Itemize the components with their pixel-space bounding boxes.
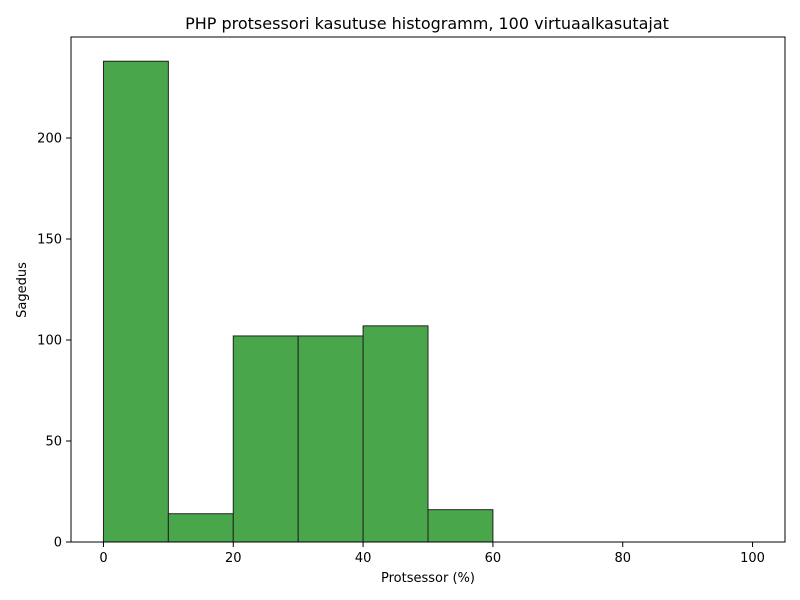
histogram-bar xyxy=(232,335,299,543)
y-axis-ticks: 0 50 100 150 200 xyxy=(37,132,71,551)
bars-group xyxy=(102,60,494,543)
plot-frame xyxy=(70,36,786,543)
y-tick-label: 0 xyxy=(54,536,62,551)
x-tick-label: 0 xyxy=(99,551,107,566)
x-tick-label: 40 xyxy=(355,551,372,566)
x-tick-label: 80 xyxy=(614,551,631,566)
x-tick-label: 100 xyxy=(740,551,765,566)
histogram-bar xyxy=(297,335,364,543)
x-axis-label: Protsessor (%) xyxy=(381,571,475,586)
x-tick-label: 60 xyxy=(485,551,502,566)
x-axis-ticks: 0 20 40 60 80 100 xyxy=(99,542,765,566)
histogram-bar xyxy=(102,60,169,543)
y-tick-label: 150 xyxy=(37,233,62,248)
y-tick-label: 200 xyxy=(37,132,62,147)
histogram-bar xyxy=(427,509,494,543)
x-tick-label: 20 xyxy=(225,551,242,566)
histogram-bar xyxy=(362,325,429,543)
y-tick-label: 100 xyxy=(37,334,62,349)
y-axis-label: Sagedus xyxy=(15,262,30,318)
histogram-bar xyxy=(167,513,234,543)
chart-title: PHP protsessori kasutuse histogramm, 100… xyxy=(185,14,669,33)
y-tick-label: 50 xyxy=(45,435,62,450)
